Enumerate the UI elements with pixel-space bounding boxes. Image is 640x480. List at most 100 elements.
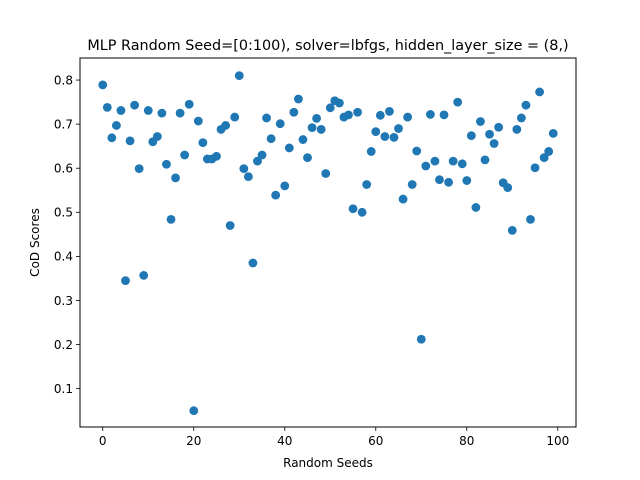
data-point	[494, 122, 504, 132]
data-point	[535, 87, 544, 97]
data-point	[189, 406, 199, 416]
data-point	[394, 124, 403, 133]
data-point	[462, 176, 472, 185]
data-point	[284, 143, 294, 153]
y-tick-label: 0.4	[54, 250, 73, 264]
data-points	[98, 71, 558, 416]
data-point	[280, 181, 290, 191]
data-point	[225, 221, 235, 230]
data-point	[303, 153, 312, 163]
data-point	[362, 180, 372, 189]
data-point	[476, 117, 485, 126]
data-point	[380, 132, 390, 141]
data-point	[544, 147, 554, 156]
data-point	[248, 258, 258, 268]
data-point	[107, 133, 117, 143]
data-point	[116, 106, 126, 115]
data-point	[294, 94, 303, 104]
data-point	[275, 119, 285, 129]
x-tick-label: 80	[459, 434, 474, 448]
data-point	[180, 150, 190, 160]
data-point	[98, 80, 108, 90]
data-point	[398, 194, 408, 204]
x-tick-label: 20	[186, 434, 201, 448]
data-point	[439, 110, 449, 120]
data-point	[375, 110, 385, 120]
data-point	[239, 164, 249, 174]
data-point	[448, 156, 458, 166]
data-point	[512, 125, 522, 134]
data-point	[262, 113, 271, 123]
data-point	[193, 116, 203, 126]
data-point	[353, 107, 362, 117]
data-point	[152, 132, 162, 141]
y-tick-label: 0.5	[54, 206, 73, 220]
data-point	[403, 112, 413, 122]
data-point	[257, 150, 267, 160]
data-point	[366, 147, 376, 156]
data-point	[121, 276, 130, 286]
data-point	[516, 113, 526, 123]
data-point	[507, 225, 517, 235]
data-point	[539, 153, 549, 163]
x-tick-label: 60	[368, 434, 383, 448]
data-point	[521, 100, 531, 110]
data-point	[435, 175, 444, 185]
data-point	[503, 183, 513, 193]
y-tick-label: 0.8	[54, 73, 73, 87]
y-tick-label: 0.2	[54, 338, 73, 352]
data-point	[157, 108, 167, 118]
data-point	[184, 99, 194, 109]
data-point	[212, 151, 221, 161]
y-tick-label: 0.3	[54, 294, 73, 308]
data-point	[526, 214, 535, 224]
data-point	[175, 108, 185, 118]
data-point	[271, 190, 281, 200]
data-point	[421, 161, 431, 171]
data-point	[289, 107, 299, 117]
data-point	[298, 135, 308, 144]
data-point	[385, 106, 394, 116]
data-point	[485, 129, 494, 139]
data-point	[134, 164, 144, 174]
data-point	[312, 114, 322, 123]
data-point	[125, 136, 135, 146]
data-point	[171, 173, 180, 183]
plot-area-frame	[79, 57, 577, 428]
data-point	[412, 146, 422, 156]
data-point	[325, 103, 335, 113]
data-point	[143, 106, 153, 115]
data-point	[307, 123, 317, 133]
data-point	[530, 163, 540, 173]
data-point	[230, 112, 240, 122]
data-point	[457, 159, 467, 169]
data-point	[334, 98, 344, 108]
x-axis-label: Random Seeds	[283, 456, 373, 470]
y-tick-label: 0.1	[54, 382, 73, 396]
data-point	[453, 97, 463, 107]
chart-title: MLP Random Seed=[0:100), solver=lbfgs, h…	[87, 38, 568, 54]
x-axis-ticks: 0 20 40 60 80 100	[99, 427, 569, 448]
data-point	[466, 131, 476, 140]
y-axis-label: CoD Scores	[28, 208, 42, 277]
data-point	[243, 172, 253, 181]
x-tick-label: 0	[99, 434, 107, 448]
data-point	[548, 128, 558, 138]
data-point	[253, 156, 262, 166]
data-point	[234, 71, 244, 81]
data-point	[425, 110, 435, 119]
y-tick-label: 0.7	[54, 117, 73, 131]
y-tick-label: 0.6	[54, 162, 73, 176]
data-point	[266, 134, 276, 144]
data-point	[430, 156, 440, 166]
data-point	[316, 125, 326, 134]
data-point	[139, 270, 149, 280]
y-axis-ticks: 0.1 0.2 0.3 0.4 0.5 0.6 0.7 0.8	[54, 73, 80, 396]
data-point	[407, 180, 417, 189]
data-point	[480, 155, 490, 165]
data-point	[198, 138, 208, 148]
data-point	[130, 100, 140, 110]
data-point	[112, 121, 121, 130]
data-point	[357, 207, 367, 217]
